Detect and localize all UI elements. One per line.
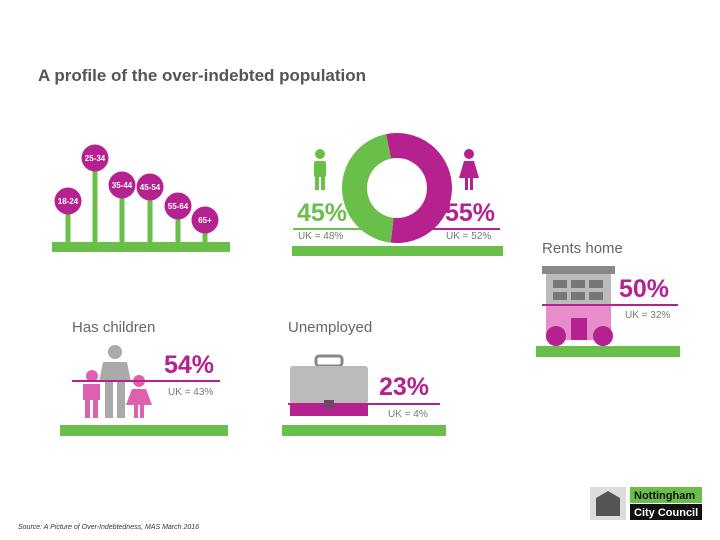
dot — [54, 187, 82, 215]
rule — [430, 228, 500, 230]
roof — [542, 266, 615, 274]
source: Source: A Picture of Over-Indebtedness, … — [18, 524, 199, 531]
dot — [81, 144, 109, 172]
age-label: 65+ — [198, 216, 212, 225]
unemployed-panel: Unemployed 23% UK = 4% — [282, 319, 446, 436]
base-bar — [52, 242, 230, 252]
rule — [72, 380, 220, 382]
dot — [136, 173, 164, 201]
stem — [65, 201, 71, 242]
stem — [147, 187, 153, 242]
briefcase — [290, 366, 368, 404]
gender-panel: 45% UK = 48% 55% UK = 52% — [292, 133, 503, 256]
rule — [288, 403, 440, 405]
rule — [293, 228, 368, 230]
age-label: 25-34 — [85, 154, 106, 163]
base-bar — [536, 346, 680, 357]
donut-female — [386, 133, 453, 244]
logo-line2: City Council — [634, 507, 698, 519]
base-bar — [60, 425, 228, 436]
age-label: 18-24 — [58, 197, 79, 206]
male-uk: UK = 48% — [298, 231, 343, 242]
female-uk: UK = 52% — [446, 231, 491, 242]
uk: UK = 32% — [625, 310, 670, 321]
pct: 50% — [619, 275, 669, 303]
uk: UK = 43% — [168, 387, 213, 398]
age-chart: 18-24 25-34 35-44 45-54 55-64 65+ — [52, 144, 230, 252]
pct: 23% — [379, 373, 429, 401]
dot — [108, 171, 136, 199]
briefcase-base — [290, 404, 368, 416]
label: Unemployed — [288, 319, 372, 336]
age-label: 35-44 — [112, 181, 133, 190]
children-panel: Has children 54% UK = 43% — [60, 319, 228, 436]
female-icon — [459, 149, 479, 190]
rule — [542, 304, 678, 306]
stem — [92, 158, 98, 242]
label: Rents home — [542, 240, 623, 257]
label: Has children — [72, 319, 155, 336]
dot — [164, 192, 192, 220]
logo: Nottingham City Council — [590, 487, 702, 520]
uk: UK = 4% — [388, 409, 428, 420]
base-bar — [292, 246, 503, 256]
donut-male — [342, 134, 394, 243]
male-icon — [314, 149, 326, 190]
stem — [119, 185, 125, 242]
adult-icon — [99, 345, 131, 418]
handle — [314, 354, 344, 368]
stem — [175, 206, 181, 242]
logo-line1: Nottingham — [634, 490, 695, 502]
age-label: 45-54 — [140, 183, 161, 192]
dot — [191, 206, 219, 234]
age-label: 55-64 — [168, 202, 189, 211]
base-bar — [282, 425, 446, 436]
title: A profile of the over-indebted populatio… — [38, 66, 366, 85]
female-pct: 55% — [445, 199, 495, 227]
male-pct: 45% — [297, 199, 347, 227]
pct: 54% — [164, 351, 214, 379]
rents-panel: Rents home 50% UK = 32% — [536, 240, 680, 357]
